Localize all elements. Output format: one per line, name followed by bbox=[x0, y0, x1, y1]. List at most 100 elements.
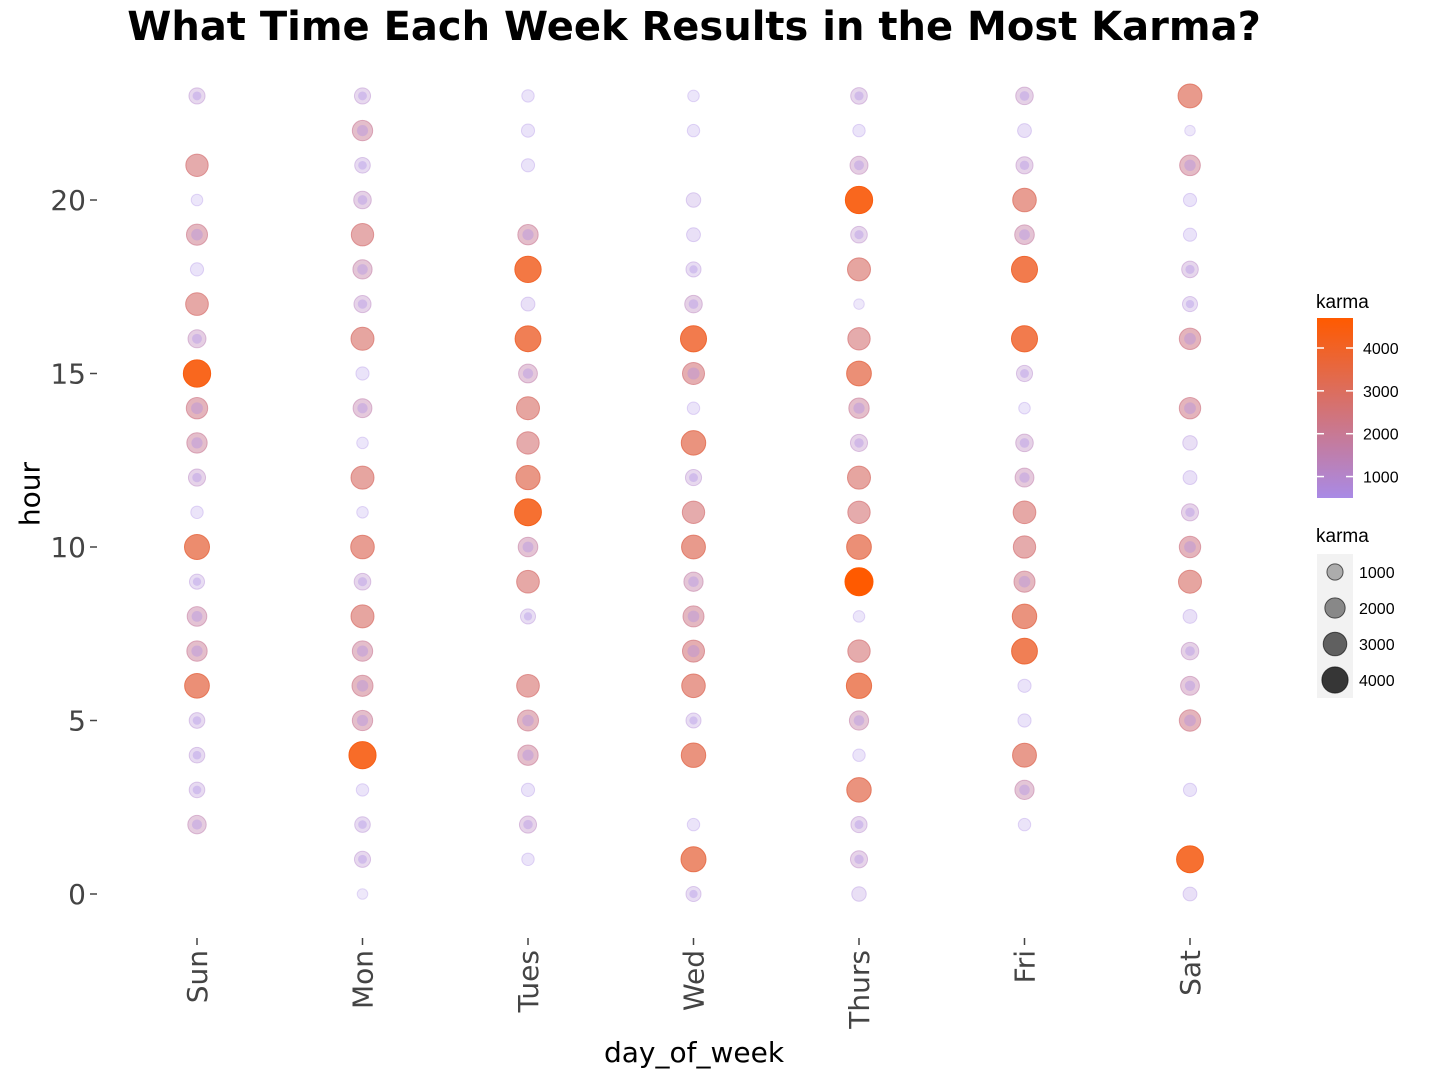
data-point-overlap bbox=[522, 229, 534, 241]
data-point bbox=[356, 888, 369, 900]
data-point bbox=[520, 123, 536, 138]
data-point-overlap bbox=[1019, 229, 1030, 241]
data-point bbox=[1178, 327, 1202, 350]
data-point bbox=[680, 846, 707, 873]
data-point bbox=[350, 326, 375, 351]
data-point bbox=[1181, 296, 1199, 313]
data-point-overlap bbox=[854, 854, 864, 865]
size-legend-key bbox=[1317, 590, 1353, 626]
data-point bbox=[1013, 570, 1036, 593]
data-point bbox=[685, 261, 702, 278]
data-point bbox=[519, 608, 537, 625]
data-points bbox=[182, 83, 1204, 903]
data-point bbox=[1015, 433, 1034, 453]
data-point-overlap bbox=[854, 91, 864, 101]
data-point-overlap bbox=[1185, 646, 1195, 656]
data-point bbox=[353, 572, 372, 591]
data-point-overlap bbox=[191, 437, 203, 449]
data-point-overlap bbox=[687, 645, 700, 658]
data-point bbox=[1182, 192, 1198, 208]
data-point bbox=[352, 259, 373, 280]
data-point bbox=[1178, 709, 1202, 732]
data-point bbox=[350, 465, 375, 490]
data-point-overlap bbox=[853, 715, 865, 726]
data-point bbox=[1176, 845, 1204, 874]
data-point bbox=[849, 433, 869, 452]
data-point-overlap bbox=[356, 125, 369, 137]
data-point-overlap bbox=[687, 610, 700, 623]
data-point bbox=[348, 741, 377, 770]
data-point bbox=[184, 672, 210, 699]
size-legend-title: karma bbox=[1316, 526, 1369, 547]
data-point bbox=[1015, 364, 1034, 383]
data-point-overlap bbox=[688, 299, 699, 309]
data-point-overlap bbox=[1019, 784, 1030, 796]
data-point-overlap bbox=[522, 368, 534, 379]
data-point bbox=[1011, 637, 1038, 665]
data-point bbox=[350, 223, 375, 247]
y-tick-label: 5 bbox=[68, 705, 86, 738]
data-point bbox=[518, 815, 538, 834]
data-point bbox=[351, 674, 374, 697]
data-point bbox=[846, 360, 872, 387]
data-point bbox=[1017, 678, 1032, 693]
data-point bbox=[1012, 500, 1037, 525]
data-point bbox=[679, 325, 708, 353]
data-point bbox=[355, 366, 370, 381]
data-point bbox=[849, 155, 869, 175]
data-point bbox=[1182, 886, 1198, 902]
data-point-overlap bbox=[1184, 159, 1196, 171]
data-point bbox=[514, 255, 542, 284]
data-point-overlap bbox=[523, 612, 533, 621]
data-point bbox=[188, 712, 206, 729]
data-point bbox=[681, 639, 706, 663]
color-legend-label: 4000 bbox=[1363, 341, 1399, 358]
data-point bbox=[1011, 603, 1038, 630]
data-point bbox=[351, 119, 374, 142]
data-point bbox=[1180, 503, 1200, 522]
data-point bbox=[681, 673, 706, 699]
size-legend-key bbox=[1317, 554, 1353, 590]
color-legend-label: 3000 bbox=[1363, 384, 1399, 401]
data-point bbox=[1184, 124, 1196, 137]
size-legend-label: 2000 bbox=[1359, 601, 1395, 618]
data-point bbox=[681, 534, 706, 560]
data-point-overlap bbox=[357, 195, 368, 205]
data-point bbox=[356, 436, 369, 450]
data-point bbox=[849, 850, 869, 869]
data-point bbox=[1180, 641, 1200, 661]
data-point-overlap bbox=[1185, 264, 1195, 274]
data-point bbox=[516, 569, 540, 594]
data-point bbox=[847, 327, 871, 351]
data-point-overlap bbox=[191, 228, 203, 241]
data-point bbox=[190, 505, 204, 520]
data-point bbox=[1182, 608, 1198, 624]
data-point bbox=[681, 361, 706, 386]
data-point bbox=[850, 87, 868, 105]
data-point-overlap bbox=[358, 161, 367, 170]
data-point bbox=[350, 534, 375, 560]
size-legend-label: 1000 bbox=[1359, 565, 1395, 582]
data-point bbox=[1179, 154, 1201, 177]
data-point-overlap bbox=[853, 402, 865, 414]
data-point bbox=[520, 782, 536, 797]
data-point bbox=[847, 257, 871, 282]
data-point bbox=[1177, 83, 1203, 109]
data-point bbox=[355, 783, 370, 797]
data-point bbox=[1012, 187, 1037, 213]
data-point bbox=[848, 397, 870, 419]
data-point-overlap bbox=[1020, 369, 1029, 378]
data-point bbox=[683, 571, 704, 592]
x-tick-label: Sun bbox=[181, 950, 214, 1003]
size-legend-label: 4000 bbox=[1359, 673, 1395, 690]
x-tick-label: Mon bbox=[347, 950, 380, 1009]
data-point bbox=[847, 465, 871, 490]
data-point bbox=[686, 401, 701, 415]
data-point-overlap bbox=[854, 160, 864, 171]
data-point-overlap bbox=[192, 716, 202, 725]
data-point bbox=[1178, 397, 1202, 420]
data-point-overlap bbox=[356, 680, 369, 692]
data-point bbox=[845, 672, 873, 699]
data-point bbox=[1178, 569, 1202, 594]
